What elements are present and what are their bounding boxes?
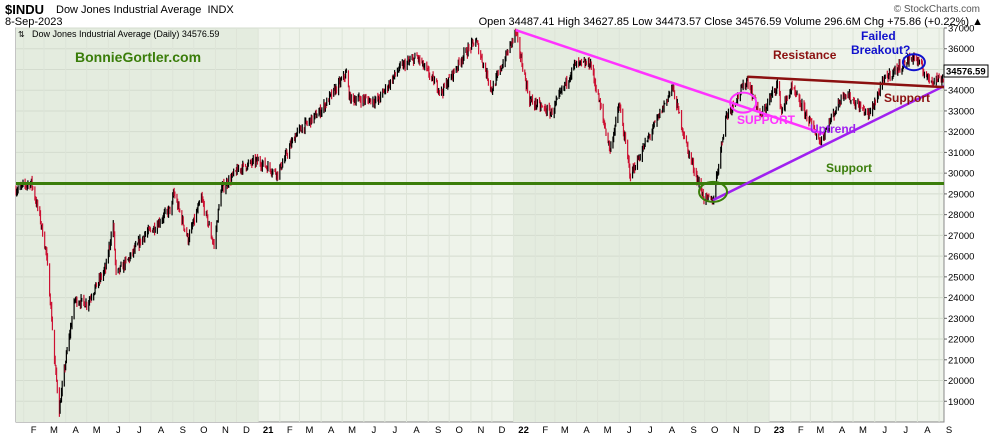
x-tick-label: J — [371, 425, 376, 436]
x-tick-label: A — [73, 425, 80, 436]
x-tick-label: F — [542, 425, 548, 436]
support-label-green: Support — [826, 161, 872, 175]
x-tick-label: M — [93, 425, 101, 436]
x-tick-label: N — [222, 425, 229, 436]
resistance-label: Resistance — [773, 48, 837, 62]
x-tick-label: O — [711, 425, 718, 436]
breakout-label: Breakout? — [851, 43, 910, 57]
breakout-circle — [729, 91, 758, 114]
y-tick-label: 23000 — [948, 314, 974, 325]
x-tick-label: 22 — [518, 425, 529, 436]
y-tick-label: 25000 — [948, 272, 974, 283]
y-tick-label: 26000 — [948, 252, 974, 263]
x-tick-label: A — [669, 425, 676, 436]
chart-header: $INDU Dow Jones Industrial Average INDX … — [0, 0, 990, 28]
x-tick-label: M — [348, 425, 356, 436]
x-tick-label: O — [456, 425, 463, 436]
last-price-tag: 34576.59 — [943, 64, 989, 78]
year-band — [513, 28, 770, 422]
year-band — [16, 28, 259, 422]
x-tick-label: M — [859, 425, 867, 436]
x-tick-label: F — [798, 425, 804, 436]
x-tick-label: F — [31, 425, 37, 436]
x-tick-label: A — [413, 425, 420, 436]
date-label: 8-Sep-2023 — [5, 16, 63, 28]
x-tick-label: S — [946, 425, 952, 436]
failed-breakout-circle — [901, 53, 926, 72]
exchange-label: INDX — [207, 4, 234, 16]
price-bars — [15, 28, 944, 417]
y-tick-label: 31000 — [948, 148, 974, 159]
index-name: Dow Jones Industrial Average INDX — [56, 4, 234, 16]
x-tick-label: J — [392, 425, 397, 436]
y-tick-label: 19000 — [948, 397, 974, 408]
x-tick-label: A — [158, 425, 165, 436]
x-tick-label: M — [50, 425, 58, 436]
y-tick-label: 36000 — [948, 44, 974, 55]
x-tick-label: N — [733, 425, 740, 436]
legend-arrow: ⇅ — [18, 30, 25, 39]
gridlines — [16, 27, 944, 422]
x-tick-label: 21 — [263, 425, 274, 436]
x-tick-label: S — [690, 425, 696, 436]
uptrend-label: Uptrend — [810, 122, 856, 136]
brand-label: © StockCharts.com — [893, 4, 980, 15]
x-tick-label: J — [882, 425, 887, 436]
x-tick-label: D — [243, 425, 250, 436]
x-tick-label: F — [287, 425, 293, 436]
x-tick-label: S — [180, 425, 186, 436]
y-axis-ticks: 19000 20000 21000 22000 23000 24000 25000 26000… — [944, 24, 974, 408]
last-price-label: 34576.59 — [946, 67, 986, 78]
y-tick-label: 24000 — [948, 293, 974, 304]
x-tick-label: M — [305, 425, 313, 436]
y-tick-label: 33000 — [948, 106, 974, 117]
x-tick-label: 23 — [774, 425, 785, 436]
x-tick-label: J — [627, 425, 632, 436]
failed-label: Failed — [861, 29, 896, 43]
uptrend-line — [712, 84, 945, 202]
x-tick-label: D — [754, 425, 761, 436]
x-tick-label: J — [903, 425, 908, 436]
ticker-symbol: $INDU — [5, 2, 45, 17]
y-tick-label: 37000 — [948, 24, 974, 35]
y-tick-label: 29000 — [948, 189, 974, 200]
support-label-magenta: SUPPORT — [737, 113, 796, 127]
resistance-line — [747, 75, 945, 89]
y-tick-label: 34000 — [948, 86, 974, 97]
x-tick-label: S — [435, 425, 441, 436]
x-tick-label: A — [328, 425, 335, 436]
trendlines — [16, 28, 945, 203]
x-tick-label: A — [839, 425, 846, 436]
bottom-circle — [698, 180, 729, 203]
x-tick-label: J — [648, 425, 653, 436]
y-tick-label: 20000 — [948, 376, 974, 387]
support-line-magenta — [515, 28, 825, 135]
x-tick-label: M — [604, 425, 612, 436]
y-tick-label: 30000 — [948, 169, 974, 180]
y-tick-label: 28000 — [948, 210, 974, 221]
index-name-text: Dow Jones Industrial Average — [56, 4, 202, 16]
x-tick-label: D — [498, 425, 505, 436]
x-tick-label: M — [816, 425, 824, 436]
x-tick-label: A — [583, 425, 590, 436]
x-tick-label: N — [477, 425, 484, 436]
last-price-box — [943, 64, 989, 78]
y-tick-label: 32000 — [948, 127, 974, 138]
x-tick-label: J — [116, 425, 121, 436]
x-tick-label: J — [137, 425, 142, 436]
x-tick-label: O — [200, 425, 207, 436]
y-tick-label: 27000 — [948, 231, 974, 242]
support-label-right: Support — [884, 91, 930, 105]
y-tick-label: 22000 — [948, 335, 974, 346]
watermark: BonnieGortler.com — [75, 49, 201, 65]
x-axis-ticks: F M A M J J A S O N D 21 F M A M J J A S O N D 22 F M A M J J A S O N D 23 F… — [31, 425, 952, 436]
x-tick-label: A — [924, 425, 931, 436]
x-tick-label: M — [561, 425, 569, 436]
ohlc-readout: Open 34487.41 High 34627.85 Low 34473.57… — [478, 16, 983, 28]
chart-title: Dow Jones Industrial Average (Daily) 345… — [32, 29, 219, 39]
y-tick-label: 21000 — [948, 355, 974, 366]
